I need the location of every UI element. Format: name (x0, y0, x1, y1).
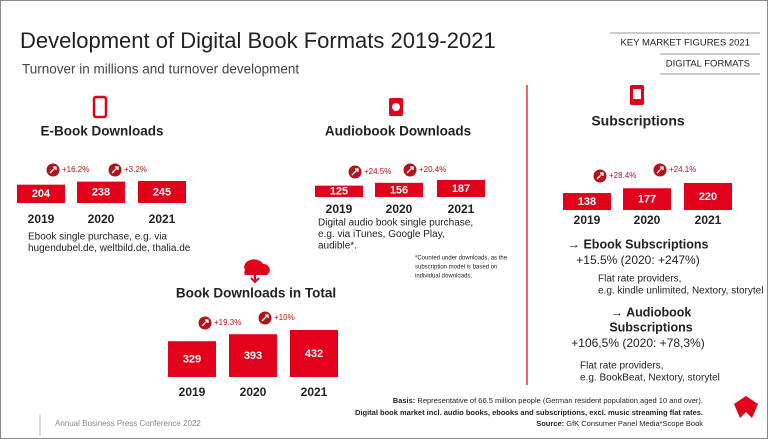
bar (623, 188, 671, 210)
growth-arrow (49, 166, 57, 174)
tag-bottom: DIGITAL FORMATS (666, 59, 750, 70)
bar-value: 329 (183, 354, 201, 366)
year-label: 2021 (695, 213, 722, 227)
audio-sub-text: e.g. BookBeat, Nextory, storytel (580, 373, 720, 384)
audio-sub-growth: +106,5% (2020: +78,3%) (571, 336, 704, 350)
audio-sub-title: Subscriptions (609, 320, 692, 334)
bar (684, 183, 732, 210)
year-label: 2020 (386, 202, 413, 216)
growth-arrow (201, 319, 209, 327)
panel-title: Audiobook Downloads (325, 124, 471, 139)
source-label: Source: (536, 419, 564, 428)
growth-label: +19.3% (214, 318, 241, 327)
bar (17, 184, 65, 203)
growth-label: +24.5% (364, 167, 391, 176)
panel-title: Book Downloads in Total (176, 286, 336, 301)
year-label: 2019 (28, 212, 55, 226)
bar (168, 341, 216, 377)
year-label: 2020 (240, 385, 267, 399)
year-label: 2021 (149, 212, 176, 226)
growth-label: +28.4% (609, 171, 636, 180)
bar-value: 204 (32, 188, 51, 200)
description: audible*. (318, 241, 357, 252)
source-text: GfK Consumer Panel Media*Scope Book (566, 419, 703, 428)
bar (375, 182, 423, 197)
ebook-sub-title: → Ebook Subscriptions (568, 237, 709, 251)
description: e.g. via iTunes, Google Play, (318, 229, 445, 240)
description: Digital audio book single purchase, (318, 218, 473, 229)
year-label: 2019 (326, 202, 353, 216)
panel-title: Subscriptions (591, 113, 685, 129)
bar-value: 187 (452, 183, 470, 195)
bar (437, 180, 485, 197)
bar (229, 334, 277, 377)
growth-arrow (656, 166, 664, 174)
ebook-sub-growth: +15.5% (2020: +247%) (576, 253, 699, 267)
bar (315, 185, 363, 197)
audiobook-icon (392, 103, 400, 111)
growth-label: +24.1% (669, 165, 696, 174)
bar-value: 432 (305, 348, 323, 360)
year-label: 2021 (301, 385, 328, 399)
growth-label: +3.2% (124, 165, 147, 174)
ebook-sub-text: e.g. kindle unlimited, Nextory, storytel (598, 286, 763, 297)
note: individual downloads. (415, 274, 472, 280)
basis-text: Representative of 66.5 million people (G… (417, 396, 703, 405)
ebook-sub-text: Flat rate providers, (598, 274, 681, 285)
year-label: 2019 (574, 213, 601, 227)
basis-label: Basis: (393, 396, 416, 405)
footer-source: Source: GfK Consumer Panel Media*Scope B… (536, 419, 703, 428)
growth-label: +16.2% (62, 165, 89, 174)
growth-arrow (406, 166, 414, 174)
growth-arrow (111, 166, 119, 174)
logo (734, 396, 758, 418)
bar-value: 138 (578, 196, 596, 208)
audio-sub-text: Flat rate providers, (580, 361, 663, 372)
bar-value: 238 (92, 187, 110, 199)
year-label: 2021 (448, 202, 475, 216)
growth-label: +20.4% (419, 165, 446, 174)
bar (563, 193, 611, 210)
tag-top: KEY MARKET FIGURES 2021 (620, 38, 750, 49)
growth-arrow (596, 172, 604, 180)
year-label: 2019 (179, 385, 206, 399)
growth-arrow (261, 314, 269, 322)
bar (138, 181, 186, 203)
growth-label: +10% (274, 313, 295, 322)
footer-basis: Basis: Representative of 66.5 million pe… (393, 396, 703, 405)
ebook-icon (92, 95, 108, 119)
note: *Counted under downloads, as the (415, 256, 508, 262)
subtitle: Turnover in millions and turnover develo… (22, 62, 299, 77)
bar-value: 177 (638, 194, 656, 206)
bar (290, 330, 338, 377)
footer-market: Digital book market incl. audio books, e… (355, 408, 703, 417)
panel-title: E-Book Downloads (40, 124, 163, 139)
bar-value: 220 (699, 191, 717, 203)
bar-value: 245 (153, 186, 171, 198)
description: Ebook single purchase, e.g. via (28, 232, 167, 243)
subscription-icon (633, 89, 641, 99)
download-icon (244, 259, 270, 275)
year-label: 2020 (88, 212, 115, 226)
audio-sub-title: → Audiobook (611, 305, 692, 319)
footer-event: Annual Business Press Conference 2022 (55, 419, 201, 428)
growth-arrow (351, 168, 359, 176)
description: hugendubel.de, weltbild.de, thalia.de (28, 243, 191, 254)
bar (77, 181, 125, 203)
title: Development of Digital Book Formats 2019… (20, 28, 496, 53)
bar-value: 393 (244, 350, 262, 362)
download-icon (250, 272, 260, 284)
note: subscription model is based on (415, 265, 497, 271)
year-label: 2020 (634, 213, 661, 227)
bar-value: 156 (390, 184, 408, 196)
bar-value: 125 (330, 186, 348, 198)
